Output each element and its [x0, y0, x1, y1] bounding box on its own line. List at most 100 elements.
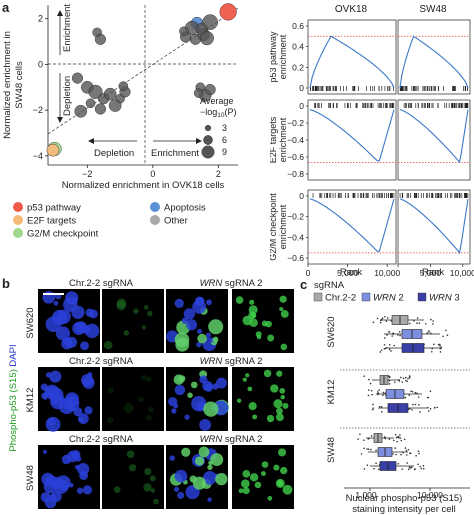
box-datapoint [389, 348, 391, 350]
cell-nucleus [184, 414, 189, 419]
cell-nucleus [124, 330, 129, 335]
cell-nucleus [277, 481, 282, 486]
box-datapoint [371, 390, 373, 392]
gsea-y-tick-label: 0 [299, 191, 304, 201]
scatter-point [179, 27, 188, 36]
cell-nucleus [213, 337, 219, 343]
cell-nucleus [181, 448, 190, 457]
cell-nucleus [54, 480, 68, 494]
box-datapoint [373, 322, 375, 324]
scatter-x-axis-label: Normalized enrichment in OVK18 cells [62, 180, 225, 191]
box-datapoint [368, 395, 370, 397]
box-datapoint [396, 437, 398, 439]
box-datapoint [368, 448, 370, 450]
depletion-left-label: Depletion [94, 148, 134, 159]
box-datapoint [395, 434, 397, 436]
cell-nucleus [267, 415, 274, 422]
cell-nucleus [279, 388, 285, 394]
cell-nucleus [66, 337, 77, 348]
cell-nucleus [147, 311, 152, 316]
box-datapoint [408, 394, 410, 396]
legend-swatch [150, 215, 160, 225]
cell-nucleus [243, 487, 250, 494]
size-legend-title-2: −log10(P) [200, 107, 237, 119]
cell-nucleus [170, 455, 175, 460]
size-legend-value: 9 [222, 147, 227, 157]
gsea-enrichment-curve [400, 110, 468, 162]
box-datapoint [381, 406, 383, 408]
cell-nucleus [261, 471, 266, 476]
box-datapoint [397, 334, 399, 336]
enrichment-right-label: Enrichment [151, 148, 199, 159]
box-datapoint [418, 450, 420, 452]
box-x-label-1: Nuclear phospho-p53 (S15) [346, 493, 463, 504]
box-datapoint [383, 392, 385, 394]
box-datapoint [379, 406, 381, 408]
gsea-y-tick-label: −0.2 [287, 212, 304, 222]
box-datapoint [384, 348, 386, 350]
y-tick-label: −4 [33, 151, 43, 161]
box-datapoint [399, 331, 401, 333]
gsea-x-tick-label: 10,000 [374, 268, 400, 278]
box-datapoint [405, 377, 407, 379]
cell-nucleus [151, 488, 156, 493]
gsea-x-tick-label: 10,000 [450, 268, 474, 278]
box-datapoint [357, 438, 359, 440]
cell-nucleus [273, 399, 282, 408]
cell-nucleus [208, 319, 223, 334]
box-datapoint [402, 381, 404, 383]
scatter-point [109, 99, 121, 111]
gsea-x-label-sw48: Rank [422, 267, 444, 278]
box-datapoint [371, 394, 373, 396]
gsea-y-tick-label: −0.4 [287, 232, 304, 242]
box-datapoint [445, 330, 447, 332]
size-legend-circle [205, 125, 211, 131]
gsea-frame [308, 20, 396, 94]
box-datapoint [377, 318, 379, 320]
box-datapoint [371, 435, 373, 437]
cell-nucleus [49, 371, 61, 383]
box-datapoint [394, 447, 396, 449]
box-datapoint [417, 317, 419, 319]
gsea-col-title-ovk18: OVK18 [335, 4, 368, 15]
cell-nucleus [175, 470, 188, 483]
cell-nucleus [42, 291, 55, 304]
box-row-label: SW48 [326, 437, 337, 463]
cell-nucleus [146, 415, 152, 421]
box-datapoint [400, 454, 402, 456]
size-legend-value: 3 [222, 123, 227, 133]
gsea-enrichment-curve [310, 36, 394, 88]
box-datapoint [392, 453, 394, 455]
box-datapoint [434, 407, 436, 409]
cell-nucleus [175, 332, 190, 347]
gsea-row-label: E2F targets [270, 116, 278, 163]
box-datapoint [363, 375, 365, 377]
scatter-point [75, 105, 87, 117]
cell-nucleus [267, 335, 274, 342]
cell-nucleus [262, 461, 269, 468]
size-legend-circle [202, 146, 215, 159]
box-datapoint [409, 467, 411, 469]
box-datapoint [363, 439, 365, 441]
box-datapoint [419, 466, 421, 468]
cell-nucleus [192, 300, 206, 314]
box-datapoint [378, 389, 380, 391]
cell-nucleus [129, 464, 136, 471]
cell-nucleus [249, 300, 254, 305]
cell-nucleus [46, 317, 62, 333]
cell-nucleus [148, 407, 154, 413]
cell-nucleus [207, 497, 211, 501]
cell-nucleus [117, 298, 127, 308]
gsea-col-title-sw48: SW48 [419, 4, 447, 15]
enrichment-up-label: Enrichment [62, 4, 73, 52]
scatter-point [104, 88, 116, 100]
scatter-point [47, 144, 59, 156]
box-datapoint [382, 317, 384, 319]
gsea-y-tick-label: 0 [299, 101, 304, 111]
legend-label: G2/M checkpoint [27, 229, 99, 240]
cell-nucleus [79, 418, 84, 423]
box-legend-label: WRN 3 [429, 293, 460, 304]
cell-nucleus [197, 329, 202, 334]
box-datapoint [432, 320, 434, 322]
cell-nucleus [267, 496, 272, 501]
